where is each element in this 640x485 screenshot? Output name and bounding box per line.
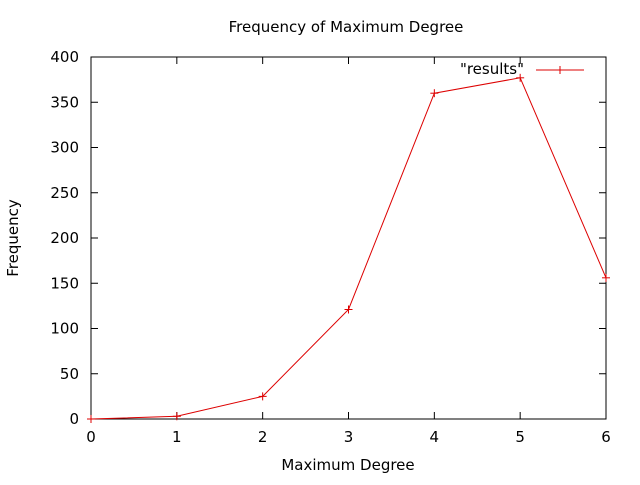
x-tick-label: 3: [344, 428, 354, 446]
y-tick-label: 100: [50, 320, 79, 338]
y-tick-label: 250: [50, 184, 79, 202]
y-tick-label: 300: [50, 139, 79, 157]
y-tick-label: 0: [69, 410, 79, 428]
x-tick-label: 5: [515, 428, 525, 446]
data-point: [87, 415, 95, 423]
y-axis-label: Frequency: [4, 199, 22, 277]
y-tick-label: 350: [50, 93, 79, 111]
x-tick-label: 0: [86, 428, 96, 446]
data-point: [258, 392, 267, 401]
x-tick-label: 4: [430, 428, 440, 446]
data-point: [172, 412, 181, 421]
series-layer: [87, 73, 610, 423]
data-point: [602, 273, 610, 282]
chart-title: Frequency of Maximum Degree: [229, 18, 464, 36]
legend-label-results: "results": [460, 60, 524, 78]
x-tick-label: 6: [601, 428, 611, 446]
x-axis-label: Maximum Degree: [281, 456, 414, 474]
plot-frame: [90, 56, 607, 420]
legend-plus-marker: [556, 66, 564, 74]
data-point: [344, 305, 353, 314]
series-line-results: [90, 77, 607, 420]
legend: "results": [460, 60, 584, 78]
data-point: [430, 89, 439, 98]
x-tick-label: 1: [172, 428, 182, 446]
y-tick-label: 150: [50, 274, 79, 292]
y-tick-label: 200: [50, 229, 79, 247]
x-tick-label: 2: [258, 428, 268, 446]
data-point: [516, 73, 525, 82]
x-axis: 0 1 2 3 4 5 6: [86, 57, 611, 446]
y-axis: 0 50 100 150 200 250 300 350 400: [50, 48, 606, 428]
y-tick-label: 400: [50, 48, 79, 66]
y-tick-label: 50: [60, 365, 79, 383]
legend-marker-results: [556, 66, 564, 74]
